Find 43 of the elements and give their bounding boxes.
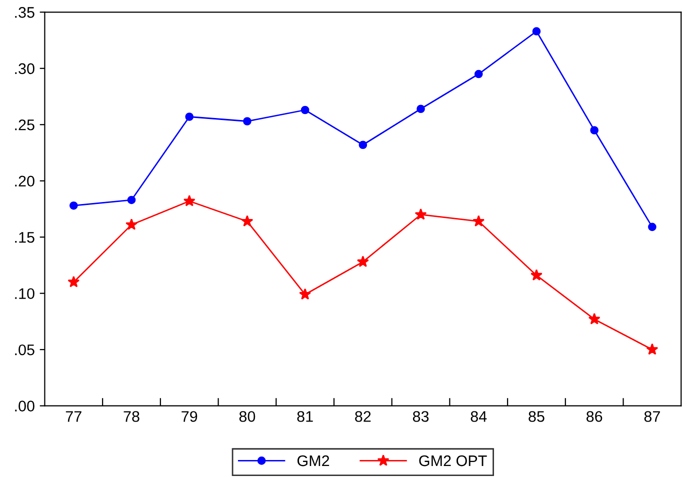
point	[356, 256, 369, 268]
point	[300, 106, 310, 114]
point	[414, 208, 427, 220]
point	[241, 215, 254, 227]
point	[416, 104, 425, 114]
x-tick-label: 79	[182, 411, 198, 422]
point	[648, 222, 656, 232]
point	[185, 112, 194, 121]
legend-label: GM2 OPT	[419, 455, 487, 466]
point	[532, 27, 541, 36]
point	[126, 218, 138, 230]
point	[69, 201, 78, 210]
point	[299, 288, 312, 300]
point	[472, 215, 485, 227]
point	[127, 196, 136, 204]
legend-label: GM2	[297, 455, 330, 466]
y-tick-label: .05	[15, 344, 34, 356]
point	[590, 126, 599, 134]
point	[646, 343, 658, 355]
point	[588, 312, 600, 324]
x-tick-label: 77	[66, 411, 82, 422]
y-tick-label: .00	[15, 400, 34, 412]
x-tick-label: 87	[644, 411, 660, 422]
x-tick-label: 85	[528, 411, 544, 422]
point	[358, 140, 368, 150]
x-tick-label: 84	[470, 411, 487, 422]
x-tick-label: 83	[412, 411, 429, 422]
y-tick-label: .30	[15, 63, 34, 74]
y-tick-label: .20	[15, 176, 34, 187]
x-tick-label: 82	[355, 411, 371, 422]
x-tick-label: 81	[297, 411, 313, 422]
point	[243, 117, 252, 126]
point	[183, 194, 196, 206]
x-tick-label: 80	[239, 411, 256, 422]
y-tick-label: .25	[15, 119, 34, 130]
point	[474, 70, 483, 78]
point	[530, 269, 542, 281]
y-tick-label: .35	[15, 7, 34, 18]
y-tick-label: .15	[15, 232, 34, 243]
x-tick-label: 86	[586, 411, 602, 422]
point	[68, 276, 80, 288]
y-tick-label: .10	[15, 288, 34, 300]
x-tick-label: 78	[124, 411, 140, 422]
